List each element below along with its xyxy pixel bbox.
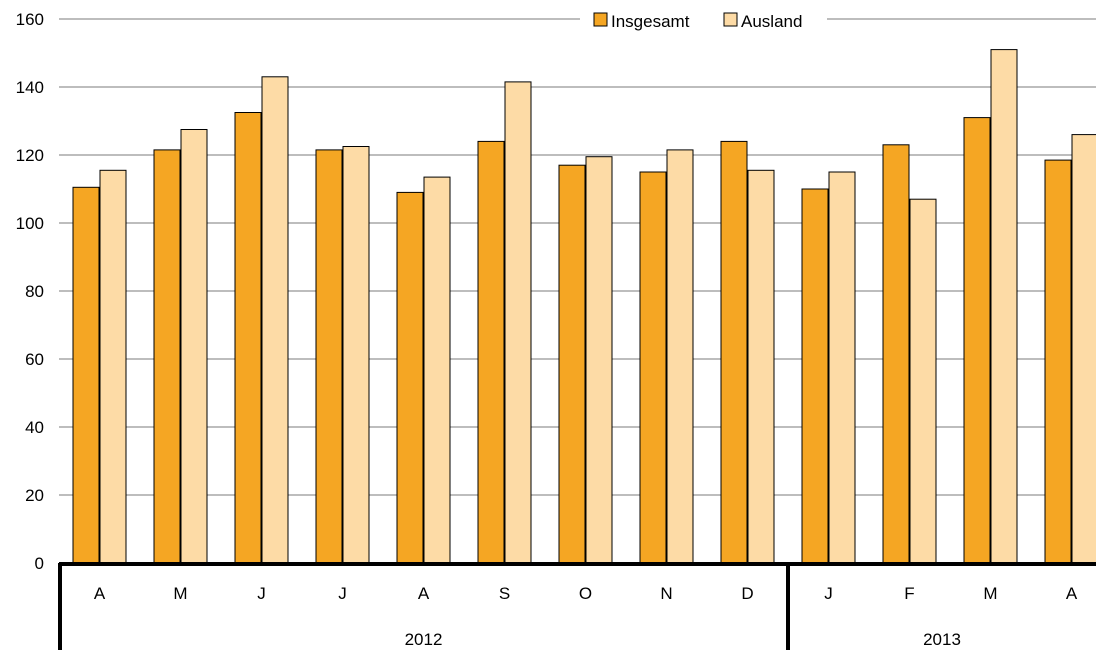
bar-insgesamt-10: [882, 144, 910, 564]
legend-background: [580, 7, 827, 33]
bars: [72, 49, 1096, 564]
bar-ausland-9: [828, 171, 856, 564]
bar-insgesamt-0: [72, 186, 100, 564]
x-tick-label: J: [257, 584, 266, 603]
bar-ausland-1: [180, 129, 208, 564]
bar-insgesamt-7: [639, 171, 667, 564]
y-tick-label: 120: [16, 146, 44, 165]
bar-insgesamt-8: [720, 140, 748, 564]
bar-insgesamt-6: [558, 164, 586, 564]
bar-insgesamt-3: [315, 149, 343, 564]
y-tick-label: 0: [35, 554, 44, 573]
bar-ausland-0: [99, 169, 127, 564]
y-tick-label: 80: [25, 282, 44, 301]
x-tick-label: O: [579, 584, 592, 603]
bar-ausland-3: [342, 146, 370, 564]
y-tick-label: 60: [25, 350, 44, 369]
y-tick-label: 20: [25, 486, 44, 505]
legend-label-insgesamt: Insgesamt: [611, 12, 690, 31]
bar-ausland-11: [990, 49, 1018, 564]
x-tick-label: F: [904, 584, 914, 603]
x-tick-label: M: [173, 584, 187, 603]
bar-insgesamt-2: [234, 112, 262, 564]
x-tick-label: S: [499, 584, 510, 603]
y-tick-label: 140: [16, 78, 44, 97]
x-tick-label: M: [983, 584, 997, 603]
x-group-label: 2012: [405, 630, 443, 649]
x-tick-label: A: [1066, 584, 1078, 603]
y-tick-label: 160: [16, 10, 44, 29]
y-tick-label: 100: [16, 214, 44, 233]
bar-insgesamt-12: [1044, 159, 1072, 564]
bar-ausland-2: [261, 76, 289, 564]
bar-ausland-8: [747, 169, 775, 564]
x-axis: A M J J A S O N D J F M A 2012 2013: [58, 562, 1096, 650]
legend-label-ausland: Ausland: [741, 12, 802, 31]
x-tick-label: D: [741, 584, 753, 603]
y-axis-ticks: 0 20 40 60 80 100 120 140 160: [16, 10, 44, 573]
x-tick-label: A: [418, 584, 430, 603]
legend-swatch-insgesamt: [593, 12, 608, 27]
bar-ausland-5: [504, 81, 532, 564]
x-tick-label: A: [94, 584, 106, 603]
x-tick-label: N: [660, 584, 672, 603]
bar-ausland-7: [666, 149, 694, 564]
y-tick-label: 40: [25, 418, 44, 437]
x-tick-label: J: [338, 584, 347, 603]
legend: Insgesamt Ausland: [580, 7, 827, 33]
x-group-label: 2013: [923, 630, 961, 649]
bar-ausland-6: [585, 156, 613, 564]
bar-insgesamt-5: [477, 140, 505, 564]
bar-ausland-4: [423, 176, 451, 564]
x-tick-label: J: [824, 584, 833, 603]
bar-insgesamt-11: [963, 117, 991, 564]
bar-insgesamt-1: [153, 149, 181, 564]
bar-ausland-12: [1071, 134, 1096, 564]
legend-swatch-ausland: [723, 12, 738, 27]
bar-ausland-10: [909, 198, 937, 564]
bar-insgesamt-4: [396, 191, 424, 564]
bar-insgesamt-9: [801, 188, 829, 564]
